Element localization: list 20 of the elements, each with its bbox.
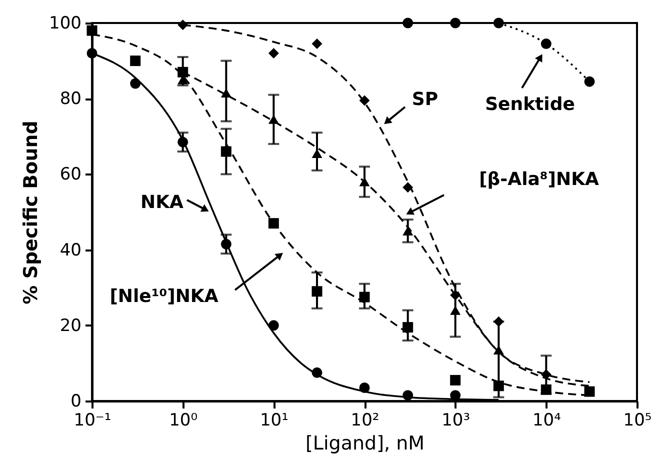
annotation: [Nle¹⁰]NKA — [110, 286, 218, 307]
x-tick-label: 10² — [350, 410, 380, 430]
x-tick-label: 10⁰ — [169, 410, 198, 430]
annotation: SP — [412, 89, 438, 110]
y-tick-label: 80 — [60, 89, 82, 110]
y-axis-title: % Specific Bound — [20, 120, 42, 304]
y-tick-label: 20 — [60, 316, 82, 336]
annotation: NKA — [140, 192, 184, 213]
x-tick-label: 10¹ — [260, 410, 288, 430]
x-axis-title: [Ligand], nM — [305, 432, 425, 454]
annotation: Senktide — [485, 94, 575, 115]
annotation: [β-Ala⁸]NKA — [479, 169, 600, 190]
y-tick-label: 40 — [60, 240, 82, 260]
y-tick-label: 0 — [70, 392, 82, 412]
y-tick-label: 100 — [49, 14, 82, 34]
x-tick-label: 10⁴ — [532, 410, 562, 430]
x-tick-label: 10³ — [442, 410, 470, 430]
x-tick-label: 10⁵ — [623, 410, 652, 430]
x-tick-label: 10⁻¹ — [74, 410, 112, 430]
y-tick-label: 60 — [60, 164, 82, 185]
